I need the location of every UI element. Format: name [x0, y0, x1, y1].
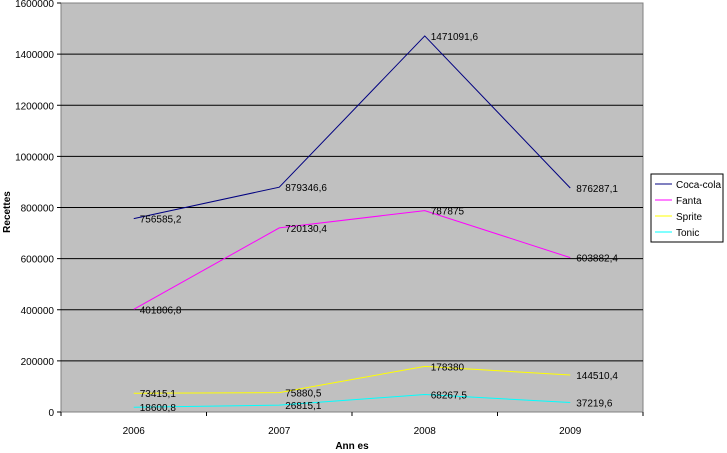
y-tick-label: 1600000	[15, 0, 54, 10]
data-label: 18600,8	[140, 403, 177, 414]
series-line-coca-cola	[133, 35, 571, 220]
y-tick-label: 1200000	[15, 101, 54, 112]
series-line-sprite	[133, 365, 571, 394]
x-tick-label: 2009	[559, 426, 582, 437]
legend-label: Coca-cola	[676, 180, 721, 191]
y-tick-label: 400000	[21, 306, 55, 317]
data-label: 144510,4	[576, 371, 618, 382]
data-label: 756585,2	[140, 215, 182, 226]
x-tick-label: 2006	[123, 426, 146, 437]
legend: Coca-cola Fanta Sprite Tonic	[650, 173, 724, 243]
data-label: 178380	[431, 362, 465, 373]
y-axis-ticks: 0 200000 400000 600000 800000 1000000 1200000 1…	[15, 0, 61, 419]
data-label: 401806,8	[140, 305, 182, 316]
series-line-fanta	[133, 210, 571, 310]
data-label: 37219,6	[576, 398, 613, 409]
data-labels: 756585,2 879346,6 1471091,6 876287,1 401806,…	[140, 32, 619, 414]
data-label: 73415,1	[140, 389, 177, 400]
data-label: 75880,5	[285, 389, 322, 400]
data-label: 68267,5	[431, 391, 468, 402]
y-axis-title: Recettes	[2, 191, 13, 233]
y-tick-label: 0	[48, 408, 54, 419]
legend-label: Fanta	[676, 196, 702, 207]
data-label: 876287,1	[576, 184, 618, 195]
y-tick-label: 800000	[21, 204, 55, 215]
legend-label: Sprite	[676, 212, 703, 223]
x-tick-label: 2007	[268, 426, 291, 437]
y-tick-label: 200000	[21, 357, 55, 368]
data-label: 720130,4	[285, 224, 327, 235]
y-tick-label: 1400000	[15, 50, 54, 61]
legend-box	[650, 173, 724, 243]
y-tick-label: 600000	[21, 255, 55, 266]
data-label: 26815,1	[285, 401, 322, 412]
data-label: 879346,6	[285, 183, 327, 194]
data-label: 1471091,6	[431, 32, 479, 43]
x-axis-ticks: 2006 2007 2008 2009	[60, 412, 644, 437]
gridlines	[61, 53, 643, 362]
y-tick-label: 1000000	[15, 152, 54, 163]
data-label: 603882,4	[576, 254, 618, 265]
series-line-tonic	[133, 394, 571, 408]
x-axis-title: Ann es	[335, 441, 369, 452]
series-lines	[133, 35, 571, 408]
data-label: 787875	[431, 207, 465, 218]
x-tick-label: 2008	[414, 426, 437, 437]
legend-label: Tonic	[676, 228, 699, 239]
